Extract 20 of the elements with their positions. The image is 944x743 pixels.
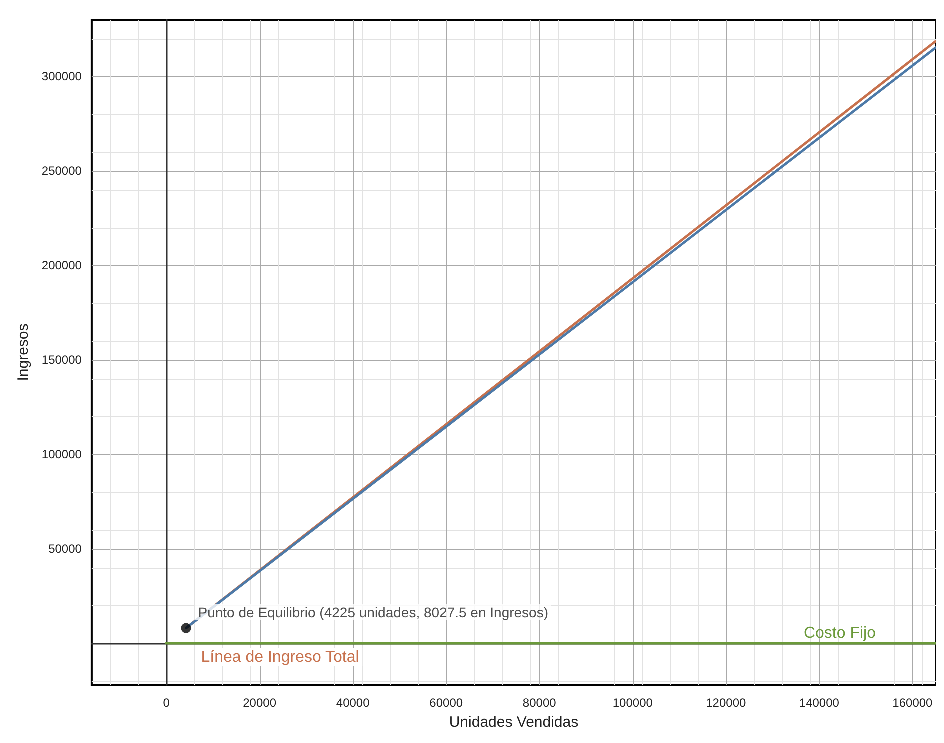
series-label: Línea de Ingreso Total xyxy=(201,648,360,666)
x-tick-label: 0 xyxy=(163,696,170,710)
y-tick-label: 50000 xyxy=(48,542,82,556)
y-axis-title: Ingresos xyxy=(15,324,32,382)
x-tick-label: 80000 xyxy=(522,696,557,710)
y-tick-label: 250000 xyxy=(42,164,82,178)
x-tick-label: 60000 xyxy=(430,696,464,710)
y-tick-label: 100000 xyxy=(42,448,82,462)
x-tick-label: 120000 xyxy=(706,696,746,710)
y-tick-label: 300000 xyxy=(42,70,82,84)
x-tick-label: 140000 xyxy=(799,696,840,710)
y-tick-label: 150000 xyxy=(42,353,82,368)
x-axis-title: Unidades Vendidas xyxy=(449,714,579,731)
x-tick-label: 160000 xyxy=(892,696,934,710)
x-tick-label: 100000 xyxy=(612,696,654,710)
y-tick-label: 200000 xyxy=(42,258,82,273)
series-label: Costo Fijo xyxy=(804,624,876,642)
x-tick-label: 40000 xyxy=(336,696,370,710)
x-tick-label: 20000 xyxy=(243,696,277,710)
annotation: Punto de Equilibrio (4225 unidades, 8027.5 en Ingresos) xyxy=(198,604,549,620)
